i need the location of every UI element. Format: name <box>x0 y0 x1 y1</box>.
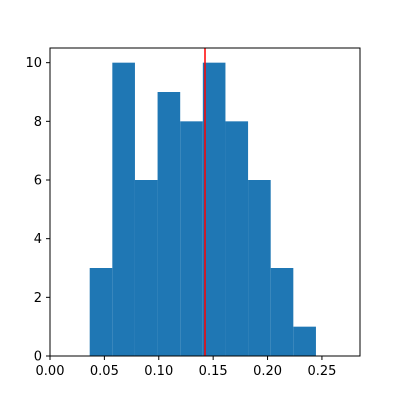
x-tick-label: 0.20 <box>253 364 282 379</box>
histogram-bar-7 <box>225 121 249 356</box>
histogram-bar-4 <box>157 92 181 356</box>
y-tick-label: 8 <box>34 115 42 130</box>
y-axis-ticks: 0 2 4 6 8 10 <box>25 56 50 365</box>
x-tick-label: 0.00 <box>36 364 65 379</box>
y-tick-label: 10 <box>25 56 42 71</box>
histogram-bar-2 <box>112 62 135 357</box>
y-tick-label: 6 <box>34 174 42 189</box>
x-tick-label: 0.15 <box>199 364 228 379</box>
histogram-bar-6 <box>202 62 226 357</box>
y-tick-label: 0 <box>34 350 42 365</box>
x-tick-label: 0.10 <box>144 364 173 379</box>
histogram-bar-10 <box>293 326 316 356</box>
x-tick-label: 0.25 <box>307 364 336 379</box>
histogram-bar-8 <box>248 180 271 356</box>
histogram-bars <box>89 62 316 357</box>
y-tick-label: 2 <box>34 291 42 306</box>
y-tick-label: 4 <box>34 232 42 247</box>
histogram-bar-9 <box>270 268 294 356</box>
histogram-bar-1 <box>89 268 113 356</box>
x-axis-ticks: 0.00 0.05 0.10 0.15 0.20 0.25 <box>36 356 336 379</box>
histogram-bar-5 <box>180 121 203 356</box>
histogram-bar-3 <box>134 180 158 356</box>
x-tick-label: 0.05 <box>90 364 119 379</box>
plot-frame <box>49 47 361 357</box>
